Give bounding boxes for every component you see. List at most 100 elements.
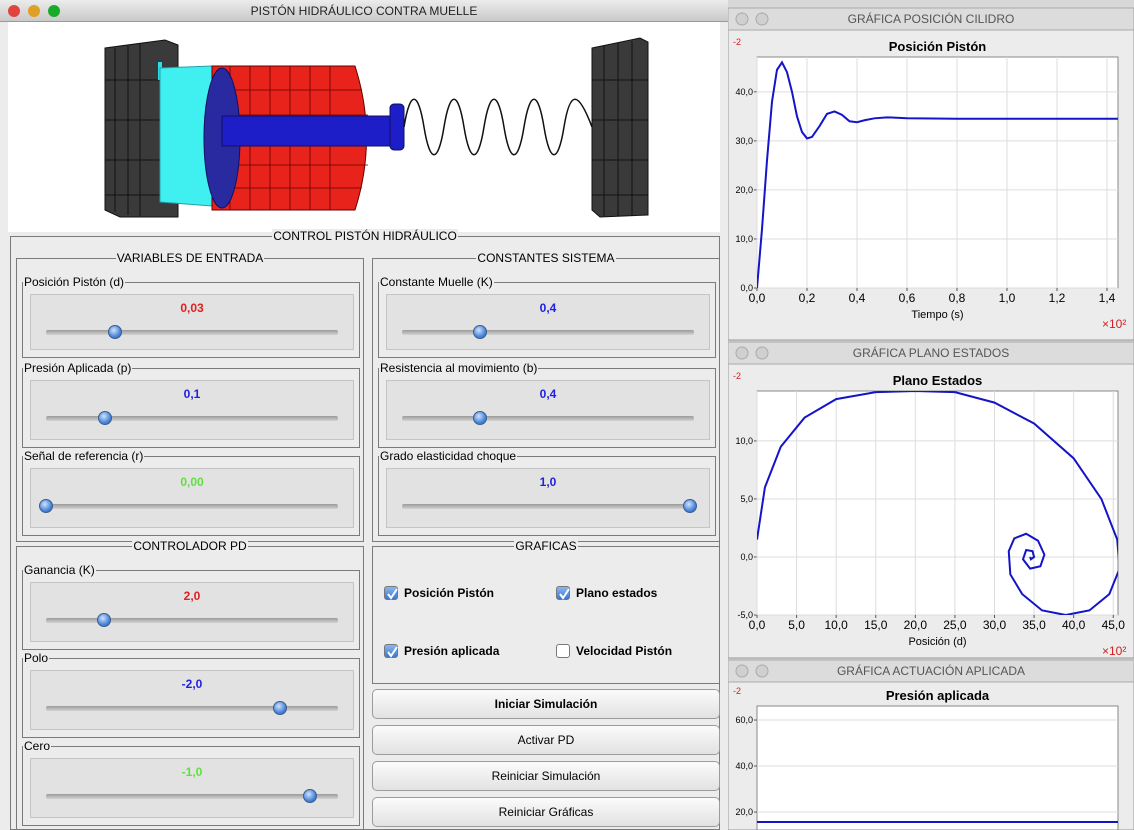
slider-label: Presión Aplicada (p) <box>23 361 132 375</box>
slider-knob[interactable] <box>473 325 487 339</box>
slider-knob[interactable] <box>303 789 317 803</box>
title-bar: PISTÓN HIDRÁULICO CONTRA MUELLE <box>0 0 728 22</box>
x-axis-label: Tiempo (s) <box>911 309 963 321</box>
x-multiplier: ×10² <box>1102 644 1126 658</box>
x-tick-label: 0,8 <box>949 291 966 305</box>
slider-value: 1,0 <box>386 475 710 489</box>
x-tick-label: 45,0 <box>1102 618 1126 632</box>
y-tick-label: 60,0 <box>735 715 753 725</box>
slider-label-wrap: Cero <box>23 739 51 753</box>
x-tick-label: 0,2 <box>799 291 816 305</box>
group-title-wrap: GRAFICAS <box>372 539 720 553</box>
checkbox-label: Posición Pistón <box>404 586 494 600</box>
zoom-button[interactable] <box>48 5 60 17</box>
x-tick-label: 0,6 <box>899 291 916 305</box>
slider-label-wrap: Resistencia al movimiento (b) <box>379 361 538 375</box>
rod <box>222 116 392 146</box>
graphs-box <box>372 546 720 684</box>
slider-knob[interactable] <box>39 499 53 513</box>
x-tick-label: 15,0 <box>864 618 888 632</box>
close-button[interactable] <box>736 13 748 25</box>
y-tick-label: 40,0 <box>735 87 753 97</box>
x-tick-label: 35,0 <box>1022 618 1046 632</box>
y-tick-label: 40,0 <box>735 761 753 771</box>
x-tick-label: 0,0 <box>749 618 766 632</box>
piston-scene <box>8 22 720 232</box>
slider-label: Ganancia (K) <box>23 563 96 577</box>
slider-value: 0,1 <box>30 387 354 401</box>
slider-label-wrap: Grado elasticidad choque <box>379 449 517 463</box>
checkbox[interactable] <box>556 586 570 600</box>
minimize-button[interactable] <box>28 5 40 17</box>
slider-knob[interactable] <box>108 325 122 339</box>
window-title: PISTÓN HIDRÁULICO CONTRA MUELLE <box>251 4 478 18</box>
group-title-wrap: VARIABLES DE ENTRADA <box>16 251 364 265</box>
slider-track <box>46 794 338 799</box>
x-tick-label: 0,4 <box>849 291 866 305</box>
slider-label-wrap: Polo <box>23 651 49 665</box>
button[interactable]: Iniciar Simulación <box>372 689 720 719</box>
slider-label: Cero <box>23 739 51 753</box>
x-tick-label: 1,0 <box>999 291 1016 305</box>
checkbox-label: Presión aplicada <box>404 644 499 658</box>
slider-knob[interactable] <box>273 701 287 715</box>
y-tick-label: 0,0 <box>740 552 753 562</box>
slider-knob[interactable] <box>97 613 111 627</box>
group-title: VARIABLES DE ENTRADA <box>116 251 264 265</box>
y-exponent: -2 <box>733 371 741 381</box>
group-title-wrap: CONSTANTES SISTEMA <box>372 251 720 265</box>
slider-knob[interactable] <box>98 411 112 425</box>
x-tick-label: 20,0 <box>904 618 928 632</box>
y-tick-label: 20,0 <box>735 185 753 195</box>
check-mark <box>385 645 399 659</box>
slider-label: Grado elasticidad choque <box>379 449 517 463</box>
x-tick-label: 25,0 <box>943 618 967 632</box>
button[interactable]: Reiniciar Gráficas <box>372 797 720 827</box>
x-tick-label: 30,0 <box>983 618 1007 632</box>
slider-knob[interactable] <box>473 411 487 425</box>
y-exponent: -2 <box>733 37 741 47</box>
group-title: CONTROL PISTÓN HIDRÁULICO <box>272 229 458 243</box>
slider-value: -1,0 <box>30 765 354 779</box>
window-title: GRÁFICA ACTUACIÓN APLICADA <box>837 663 1025 678</box>
x-tick-label: 5,0 <box>788 618 805 632</box>
group-title: CONSTANTES SISTEMA <box>476 251 615 265</box>
x-multiplier: ×10² <box>1102 317 1126 331</box>
slider-value: 0,4 <box>386 387 710 401</box>
slider-value: 0,4 <box>386 301 710 315</box>
minimize-button[interactable] <box>756 347 768 359</box>
x-tick-label: 10,0 <box>824 618 848 632</box>
slider-knob[interactable] <box>683 499 697 513</box>
minimize-button[interactable] <box>756 665 768 677</box>
x-tick-label: 1,4 <box>1099 291 1116 305</box>
y-tick-label: 20,0 <box>735 807 753 817</box>
checkbox[interactable] <box>556 644 570 658</box>
minimize-button[interactable] <box>756 13 768 25</box>
close-button[interactable] <box>736 665 748 677</box>
group-title: CONTROLADOR PD <box>132 539 247 553</box>
plot-area <box>757 391 1118 615</box>
slider-track <box>402 416 694 421</box>
slider-track <box>402 504 694 509</box>
slider-value: 2,0 <box>30 589 354 603</box>
close-button[interactable] <box>736 347 748 359</box>
button[interactable]: Activar PD <box>372 725 720 755</box>
slider-label-wrap: Ganancia (K) <box>23 563 96 577</box>
slider-label-wrap: Constante Muelle (K) <box>379 275 494 289</box>
close-button[interactable] <box>8 5 20 17</box>
group-title-wrap: CONTROLADOR PD <box>16 539 364 553</box>
slider-value: -2,0 <box>30 677 354 691</box>
x-axis-label: Posición (d) <box>908 636 966 648</box>
y-tick-label: 30,0 <box>735 136 753 146</box>
chart-title: Presión aplicada <box>886 688 990 703</box>
slider-track <box>402 330 694 335</box>
screen: PISTÓN HIDRÁULICO CONTRA MUELLE GRÁFICA … <box>0 0 1134 830</box>
y-tick-label: 10,0 <box>735 436 753 446</box>
slider-label-wrap: Presión Aplicada (p) <box>23 361 132 375</box>
checkbox[interactable] <box>384 644 398 658</box>
slider-label: Polo <box>23 651 49 665</box>
check-mark <box>385 587 399 601</box>
button[interactable]: Reiniciar Simulación <box>372 761 720 791</box>
checkbox[interactable] <box>384 586 398 600</box>
